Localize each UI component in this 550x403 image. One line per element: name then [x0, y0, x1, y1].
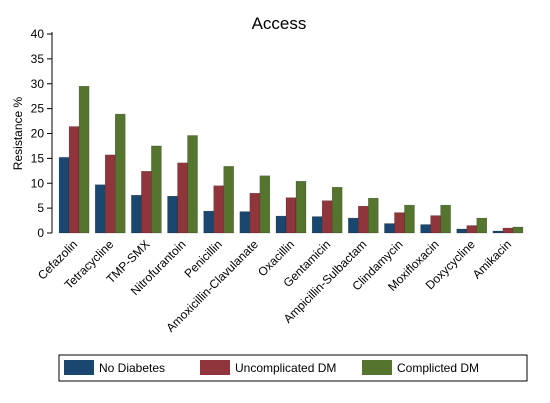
bar: [394, 212, 405, 234]
legend-box: [58, 354, 528, 382]
y-axis-label: Resistance %: [11, 96, 25, 170]
y-tick-label: 10: [31, 176, 45, 190]
chart-title: Access: [252, 14, 307, 33]
bar: [368, 197, 379, 234]
bar: [151, 145, 162, 234]
bar: [502, 227, 514, 234]
bar: [104, 154, 116, 234]
bar: [430, 215, 441, 234]
bar: [285, 197, 297, 234]
bar: [512, 226, 524, 234]
bar: [94, 184, 106, 234]
bar: [177, 162, 188, 234]
bar: [275, 215, 287, 234]
y-tick-label: 30: [31, 77, 45, 91]
bar: [68, 126, 80, 234]
bar: [259, 175, 271, 234]
y-tick-label: 35: [31, 52, 45, 66]
y-tick-label: 20: [31, 127, 45, 141]
bar: [384, 223, 395, 234]
bar: [476, 217, 488, 234]
bar: [420, 224, 431, 234]
bar: [456, 228, 468, 234]
legend-label: Uncomplicated DM: [235, 361, 336, 375]
bar: [203, 210, 214, 234]
bar: [295, 181, 307, 234]
bar: [492, 230, 504, 234]
bar: [440, 204, 451, 234]
y-tick-label: 25: [31, 102, 45, 116]
bar: [223, 166, 234, 234]
bar: [249, 192, 261, 234]
legend-label: No Diabetes: [99, 361, 165, 375]
bar: [404, 204, 415, 234]
bar: [141, 171, 152, 234]
bar: [213, 185, 224, 234]
bar: [358, 205, 369, 234]
legend-swatch: [64, 360, 94, 375]
legend-swatch: [362, 360, 392, 375]
bar: [131, 194, 142, 234]
bar: [466, 225, 478, 234]
bar: [114, 113, 126, 234]
bar: [331, 186, 343, 234]
legend: No Diabetes Uncomplicated DM Complicted DM: [58, 354, 528, 382]
y-tick-label: 5: [37, 201, 44, 215]
y-axis: 0 5 10 15 20 25 30 35 40: [31, 27, 53, 240]
bar: [239, 211, 251, 234]
bar: [348, 217, 359, 234]
bar: [187, 135, 198, 234]
legend-label: Complicted DM: [397, 361, 479, 375]
legend-swatch: [200, 360, 230, 375]
y-tick-label: 0: [37, 226, 44, 240]
bar: [58, 157, 70, 234]
bars: [58, 85, 524, 234]
bar: [167, 195, 178, 234]
y-tick-label: 15: [31, 151, 45, 165]
y-tick-label: 40: [31, 27, 45, 41]
bar: [311, 216, 323, 234]
bar: [78, 85, 90, 234]
bar: [321, 200, 333, 234]
